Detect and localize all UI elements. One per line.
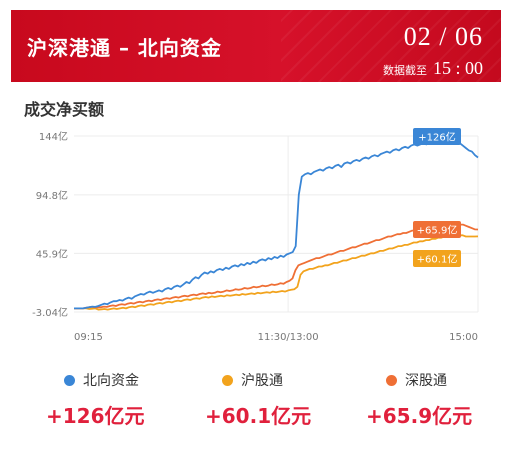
totals-row: +126亿元 +60.1亿元 +65.9亿元 <box>0 400 514 434</box>
legend-label-shanghai: 沪股通 <box>241 373 283 389</box>
legend-dot-shanghai <box>222 374 233 386</box>
legend-dot-northbound <box>64 374 75 386</box>
total-northbound: +126亿元 <box>46 404 145 428</box>
y-tick-label: 94.8亿 <box>36 189 68 202</box>
header-banner: 沪深港通 – 北向资金 02 / 06 数据截至 15 : 00 <box>11 10 501 82</box>
series-line <box>74 234 479 311</box>
section-title: 成交净买额 <box>24 100 105 119</box>
cutoff-label: 数据截至 <box>382 64 427 77</box>
y-tick-label: -3.04亿 <box>32 306 68 319</box>
y-tick-label: 144亿 <box>39 130 68 143</box>
end-label-box <box>413 250 461 267</box>
legend-item-shanghai: 沪股通 <box>222 370 283 390</box>
end-label-text: +126亿 <box>418 131 455 144</box>
legend-item-northbound: 北向资金 <box>64 370 139 390</box>
total-shenzhen: +65.9亿元 <box>366 404 473 428</box>
x-tick-label: 11:30/13:00 <box>258 332 319 343</box>
net-buy-chart: 144亿 94.8亿 45.9亿 -3.04亿 09:15 11:30/13:00 15:0… <box>32 128 479 343</box>
legend-dot-shenzhen <box>386 374 397 386</box>
legend-label-shenzhen: 深股通 <box>405 373 447 389</box>
legend-label-northbound: 北向资金 <box>83 373 139 389</box>
total-shanghai: +60.1亿元 <box>205 404 312 428</box>
date-display: 02 / 06 <box>403 22 483 51</box>
series-line <box>74 137 479 310</box>
x-tick-label: 09:15 <box>74 332 103 343</box>
series-line <box>74 222 479 310</box>
cutoff-time: 15 : 00 <box>432 58 483 78</box>
end-label-text: +65.9亿 <box>417 224 458 237</box>
end-label-box <box>413 221 461 238</box>
end-label-box <box>413 128 461 145</box>
y-tick-label: 45.9亿 <box>36 247 68 260</box>
page-title: 沪深港通 – 北向资金 <box>27 36 222 60</box>
cutoff-info: 数据截至 15 : 00 <box>383 58 483 79</box>
legend: 北向资金 沪股通 深股通 <box>0 370 514 390</box>
end-label-text: +60.1亿 <box>417 253 458 266</box>
x-tick-label: 15:00 <box>449 332 478 343</box>
legend-item-shenzhen: 深股通 <box>386 370 447 390</box>
